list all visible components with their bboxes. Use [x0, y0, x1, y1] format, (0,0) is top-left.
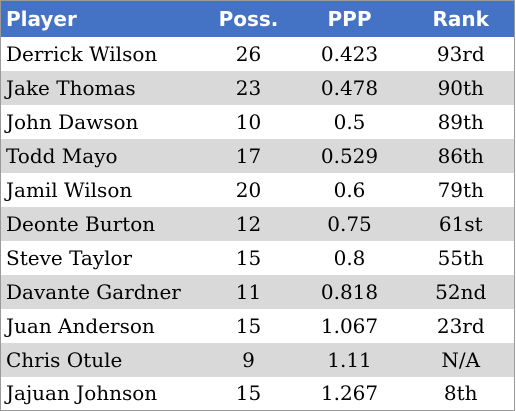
table-body: Derrick Wilson 26 0.423 93rd Jake Thomas… — [0, 36, 515, 411]
cell-poss: 9 — [242, 347, 255, 372]
cell-rank: 79th — [437, 177, 484, 202]
cell-rank: 90th — [437, 75, 484, 100]
table-row: Steve Taylor 15 0.8 55th — [0, 240, 515, 275]
table-row: John Dawson 10 0.5 89th — [0, 104, 515, 139]
cell-rank: 61st — [438, 211, 483, 236]
cell-player: Steve Taylor — [6, 245, 133, 270]
cell-poss: 26 — [235, 41, 262, 66]
table-row: Todd Mayo 17 0.529 86th — [0, 138, 515, 173]
table-row: Juan Anderson 15 1.067 23rd — [0, 308, 515, 343]
cell-ppp: 0.6 — [333, 177, 366, 202]
cell-poss: 17 — [235, 143, 262, 168]
cell-poss: 15 — [235, 313, 262, 338]
table-row: Derrick Wilson 26 0.423 93rd — [0, 36, 515, 71]
table-row: Jajuan Johnson 15 1.267 8th — [0, 376, 515, 411]
cell-ppp: 0.8 — [333, 245, 366, 270]
cell-player: Jajuan Johnson — [6, 381, 158, 406]
cell-rank: N/A — [441, 347, 481, 372]
cell-ppp: 0.423 — [320, 41, 379, 66]
cell-rank: 89th — [437, 109, 484, 134]
table-row: Chris Otule 9 1.11 N/A — [0, 342, 515, 377]
cell-ppp: 0.478 — [320, 75, 379, 100]
cell-rank: 8th — [443, 381, 478, 406]
table-row: Deonte Burton 12 0.75 61st — [0, 206, 515, 241]
cell-poss: 20 — [235, 177, 262, 202]
cell-ppp: 0.75 — [327, 211, 372, 236]
cell-player: John Dawson — [6, 109, 139, 134]
table-row: Davante Gardner 11 0.818 52nd — [0, 274, 515, 309]
cell-player: Juan Anderson — [6, 313, 155, 338]
cell-rank: 93rd — [436, 41, 485, 66]
header-ppp: PPP — [327, 6, 372, 31]
cell-player: Jake Thomas — [6, 75, 136, 100]
cell-poss: 23 — [235, 75, 262, 100]
cell-ppp: 0.5 — [333, 109, 366, 134]
cell-ppp: 0.818 — [320, 279, 379, 304]
cell-ppp: 0.529 — [320, 143, 379, 168]
header-player: Player — [6, 6, 77, 31]
cell-ppp: 1.11 — [327, 347, 372, 372]
cell-player: Davante Gardner — [6, 279, 181, 304]
cell-ppp: 1.267 — [320, 381, 379, 406]
cell-poss: 12 — [235, 211, 262, 236]
table-row: Jamil Wilson 20 0.6 79th — [0, 172, 515, 207]
header-rank: Rank — [432, 6, 489, 31]
cell-rank: 23rd — [436, 313, 485, 338]
cell-player: Jamil Wilson — [6, 177, 133, 202]
cell-poss: 11 — [235, 279, 262, 304]
header-poss: Poss. — [218, 6, 279, 31]
cell-ppp: 1.067 — [320, 313, 379, 338]
cell-player: Deonte Burton — [6, 211, 156, 236]
table-header: Player Poss. PPP Rank — [0, 0, 515, 37]
cell-rank: 55th — [437, 245, 484, 270]
cell-rank: 52nd — [435, 279, 487, 304]
cell-player: Derrick Wilson — [6, 41, 158, 66]
cell-poss: 15 — [235, 245, 262, 270]
cell-player: Todd Mayo — [6, 143, 118, 168]
cell-rank: 86th — [437, 143, 484, 168]
cell-poss: 15 — [235, 381, 262, 406]
cell-poss: 10 — [235, 109, 262, 134]
header-row: Player Poss. PPP Rank — [0, 0, 515, 37]
table-row: Jake Thomas 23 0.478 90th — [0, 70, 515, 105]
cell-player: Chris Otule — [6, 347, 123, 372]
